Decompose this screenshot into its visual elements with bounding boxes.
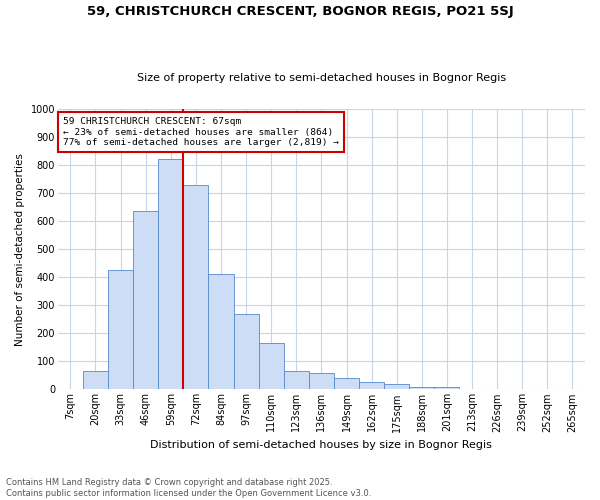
Bar — [359, 382, 384, 390]
X-axis label: Distribution of semi-detached houses by size in Bognor Regis: Distribution of semi-detached houses by … — [151, 440, 493, 450]
Bar — [434, 386, 460, 390]
Text: 59, CHRISTCHURCH CRESCENT, BOGNOR REGIS, PO21 5SJ: 59, CHRISTCHURCH CRESCENT, BOGNOR REGIS,… — [86, 5, 514, 18]
Text: Contains HM Land Registry data © Crown copyright and database right 2025.
Contai: Contains HM Land Registry data © Crown c… — [6, 478, 371, 498]
Bar — [284, 371, 309, 390]
Bar — [184, 184, 208, 390]
Bar — [334, 378, 359, 390]
Bar — [108, 270, 133, 390]
Bar — [384, 384, 409, 390]
Bar — [233, 314, 259, 390]
Bar — [208, 274, 233, 390]
Bar — [133, 211, 158, 390]
Bar — [83, 371, 108, 390]
Bar — [309, 372, 334, 390]
Title: Size of property relative to semi-detached houses in Bognor Regis: Size of property relative to semi-detach… — [137, 73, 506, 83]
Y-axis label: Number of semi-detached properties: Number of semi-detached properties — [15, 152, 25, 346]
Bar — [409, 386, 434, 390]
Bar — [158, 160, 184, 390]
Bar — [259, 343, 284, 390]
Text: 59 CHRISTCHURCH CRESCENT: 67sqm
← 23% of semi-detached houses are smaller (864)
: 59 CHRISTCHURCH CRESCENT: 67sqm ← 23% of… — [63, 117, 339, 147]
Bar — [58, 389, 83, 390]
